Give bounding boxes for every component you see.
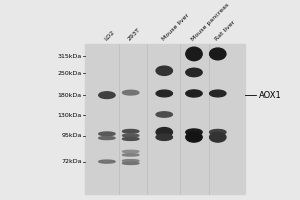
Ellipse shape [210,129,226,135]
Ellipse shape [186,132,202,142]
Ellipse shape [156,128,172,137]
Text: LO2: LO2 [103,30,116,42]
Ellipse shape [210,132,226,142]
Ellipse shape [156,90,172,97]
Ellipse shape [122,160,139,162]
Text: 180kDa: 180kDa [58,93,82,98]
Text: 72kDa: 72kDa [61,159,82,164]
Text: Mouse pancreas: Mouse pancreas [190,2,230,42]
Ellipse shape [156,112,172,117]
Ellipse shape [99,160,115,163]
Ellipse shape [122,150,139,153]
Ellipse shape [122,162,139,164]
Ellipse shape [99,132,115,136]
Text: AOX1: AOX1 [259,91,281,100]
Bar [85,44,245,194]
Ellipse shape [186,90,202,97]
Text: 250kDa: 250kDa [57,71,82,76]
Text: Rat liver: Rat liver [214,20,236,42]
Ellipse shape [99,92,115,99]
Ellipse shape [210,48,226,60]
Ellipse shape [186,68,202,77]
Text: Mouse liver: Mouse liver [161,13,190,42]
Ellipse shape [156,66,172,75]
Ellipse shape [122,154,139,156]
Ellipse shape [156,134,172,140]
Ellipse shape [122,137,139,140]
Ellipse shape [122,129,139,133]
Text: 315kDa: 315kDa [57,54,82,59]
Text: 95kDa: 95kDa [61,133,82,138]
Ellipse shape [99,137,115,140]
Text: 130kDa: 130kDa [57,113,82,118]
Ellipse shape [122,90,139,95]
Ellipse shape [186,47,202,61]
Text: 293T: 293T [127,27,142,42]
Ellipse shape [186,129,202,135]
Ellipse shape [122,134,139,137]
Ellipse shape [210,90,226,97]
